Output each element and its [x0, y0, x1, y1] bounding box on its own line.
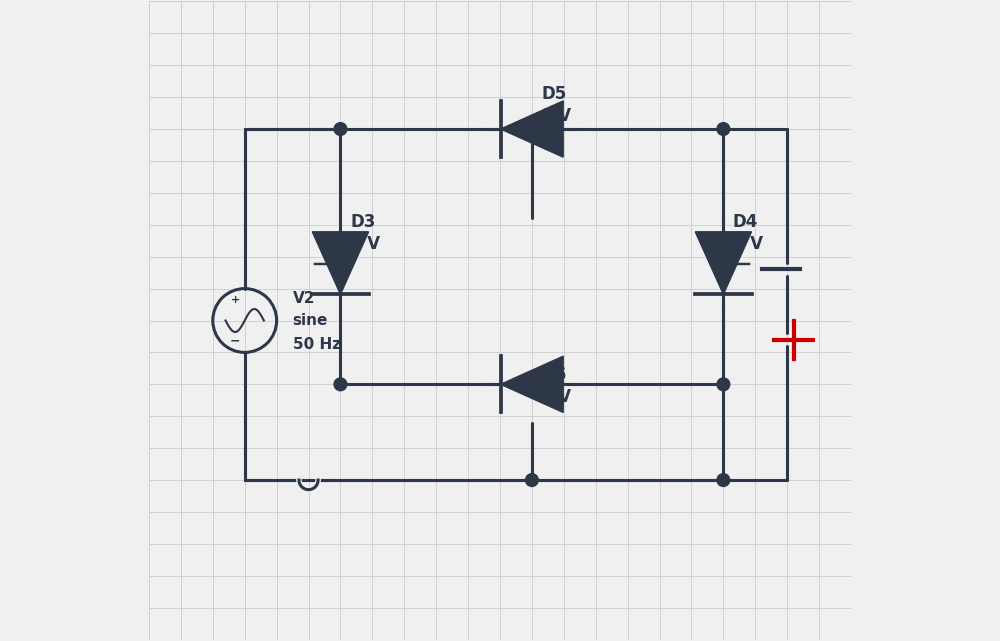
Circle shape: [717, 122, 730, 135]
Text: sine: sine: [293, 313, 328, 328]
Text: 0 V: 0 V: [350, 235, 380, 253]
Circle shape: [334, 378, 347, 391]
Text: 0 V: 0 V: [733, 235, 763, 253]
Circle shape: [526, 474, 538, 487]
Polygon shape: [501, 356, 563, 412]
Circle shape: [717, 378, 730, 391]
Text: 0 V: 0 V: [541, 388, 572, 406]
Text: D5: D5: [541, 85, 567, 103]
Text: D6: D6: [541, 366, 567, 384]
Circle shape: [526, 378, 538, 391]
Text: 50 Hz: 50 Hz: [293, 337, 341, 353]
Polygon shape: [312, 232, 369, 294]
Polygon shape: [695, 232, 752, 294]
Text: V2: V2: [293, 290, 315, 306]
Text: D4: D4: [733, 213, 758, 231]
Circle shape: [717, 474, 730, 487]
Text: −: −: [230, 335, 240, 348]
Polygon shape: [501, 101, 563, 157]
Circle shape: [334, 122, 347, 135]
Text: D3: D3: [350, 213, 375, 231]
Text: 0 V: 0 V: [541, 107, 572, 125]
Text: +: +: [231, 295, 240, 304]
